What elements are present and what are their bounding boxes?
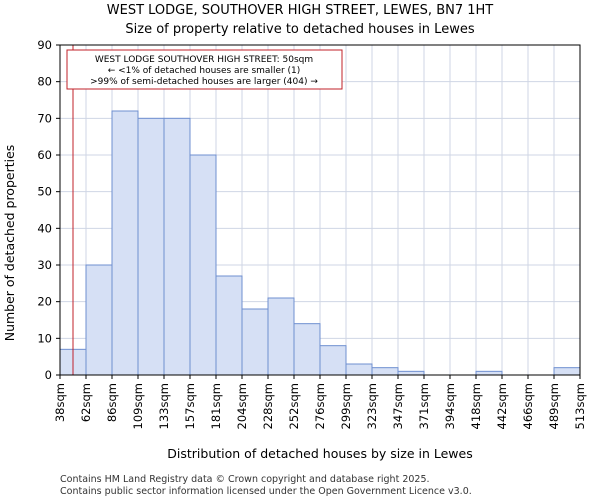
- bar: [475, 370, 503, 376]
- bar: [137, 117, 165, 376]
- y-tick-label: 30: [37, 258, 52, 272]
- x-tick-label: 109sqm: [131, 383, 145, 429]
- y-tick-label: 70: [37, 111, 52, 125]
- x-tick-label: 371sqm: [417, 383, 431, 429]
- chart-title: WEST LODGE, SOUTHOVER HIGH STREET, LEWES…: [107, 3, 494, 18]
- y-axis-ticks: 0 10 20 30 40 50 60 70 80 90: [37, 38, 60, 382]
- annotation-line-1: WEST LODGE SOUTHOVER HIGH STREET: 50sqm: [95, 55, 313, 65]
- y-tick-label: 80: [37, 75, 52, 89]
- x-tick-label: 276sqm: [313, 383, 327, 429]
- chart-subtitle: Size of property relative to detached ho…: [125, 22, 474, 37]
- x-tick-label: 418sqm: [469, 383, 483, 429]
- bar: [189, 154, 217, 376]
- bar: [553, 367, 581, 376]
- bar: [397, 370, 425, 376]
- x-tick-label: 86sqm: [105, 383, 119, 422]
- x-tick-label: 513sqm: [573, 383, 587, 429]
- x-tick-label: 394sqm: [443, 383, 457, 429]
- x-tick-label: 181sqm: [209, 383, 223, 429]
- bars: [59, 110, 581, 376]
- y-tick-label: 90: [37, 38, 52, 52]
- x-tick-label: 38sqm: [53, 383, 67, 422]
- y-tick-label: 50: [37, 185, 52, 199]
- x-tick-label: 299sqm: [339, 383, 353, 429]
- y-tick-label: 40: [37, 221, 52, 235]
- bar: [371, 367, 399, 376]
- annotation-line-3: >99% of semi-detached houses are larger …: [90, 77, 318, 87]
- x-tick-label: 204sqm: [235, 383, 249, 429]
- x-tick-label: 442sqm: [495, 383, 509, 429]
- annotation-line-2: ← <1% of detached houses are smaller (1): [108, 66, 301, 76]
- x-tick-label: 157sqm: [183, 383, 197, 429]
- y-tick-label: 0: [45, 368, 52, 382]
- bar: [319, 345, 347, 376]
- bar: [293, 323, 321, 376]
- y-tick-label: 10: [37, 331, 52, 345]
- x-tick-label: 323sqm: [365, 383, 379, 429]
- bar: [215, 275, 243, 376]
- x-tick-label: 133sqm: [157, 383, 171, 429]
- x-tick-label: 228sqm: [261, 383, 275, 429]
- bar: [163, 117, 191, 376]
- x-tick-label: 466sqm: [521, 383, 535, 429]
- bar: [85, 264, 113, 376]
- y-axis-label: Number of detached properties: [2, 145, 17, 342]
- y-tick-label: 20: [37, 295, 52, 309]
- bar: [111, 110, 139, 376]
- x-tick-label: 489sqm: [547, 383, 561, 429]
- footer-line-1: Contains HM Land Registry data © Crown c…: [60, 474, 430, 485]
- y-tick-label: 60: [37, 148, 52, 162]
- bar: [345, 363, 373, 376]
- x-tick-label: 347sqm: [391, 383, 405, 429]
- annotation-box: [66, 49, 343, 90]
- bar: [241, 308, 269, 376]
- x-tick-label: 252sqm: [287, 383, 301, 429]
- marker-annotation: WEST LODGE SOUTHOVER HIGH STREET: 50sqm …: [66, 49, 343, 90]
- x-axis-label: Distribution of detached houses by size …: [167, 446, 472, 461]
- x-axis-ticks: 38sqm 62sqm 86sqm 109sqm 133sqm 157sqm 181sqm 2…: [53, 375, 587, 429]
- footer-line-2: Contains public sector information licen…: [60, 486, 472, 497]
- x-tick-label: 62sqm: [79, 383, 93, 422]
- bar: [267, 297, 295, 376]
